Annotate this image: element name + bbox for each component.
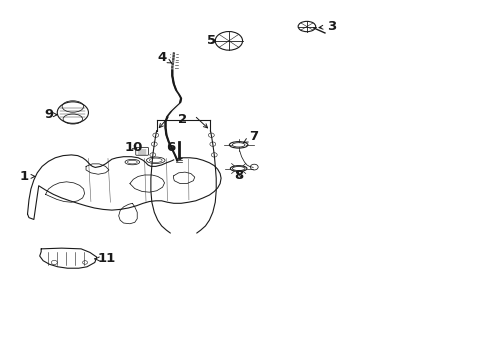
Text: 10: 10 (124, 140, 142, 153)
Text: 11: 11 (95, 252, 116, 265)
Text: 5: 5 (206, 34, 216, 48)
Text: 9: 9 (44, 108, 57, 121)
Text: 7: 7 (243, 130, 257, 144)
Text: 6: 6 (165, 140, 175, 153)
Text: 4: 4 (157, 51, 171, 64)
Text: 8: 8 (234, 169, 243, 182)
Text: 1: 1 (20, 170, 35, 183)
Text: 3: 3 (318, 20, 335, 33)
Text: 2: 2 (177, 113, 186, 126)
